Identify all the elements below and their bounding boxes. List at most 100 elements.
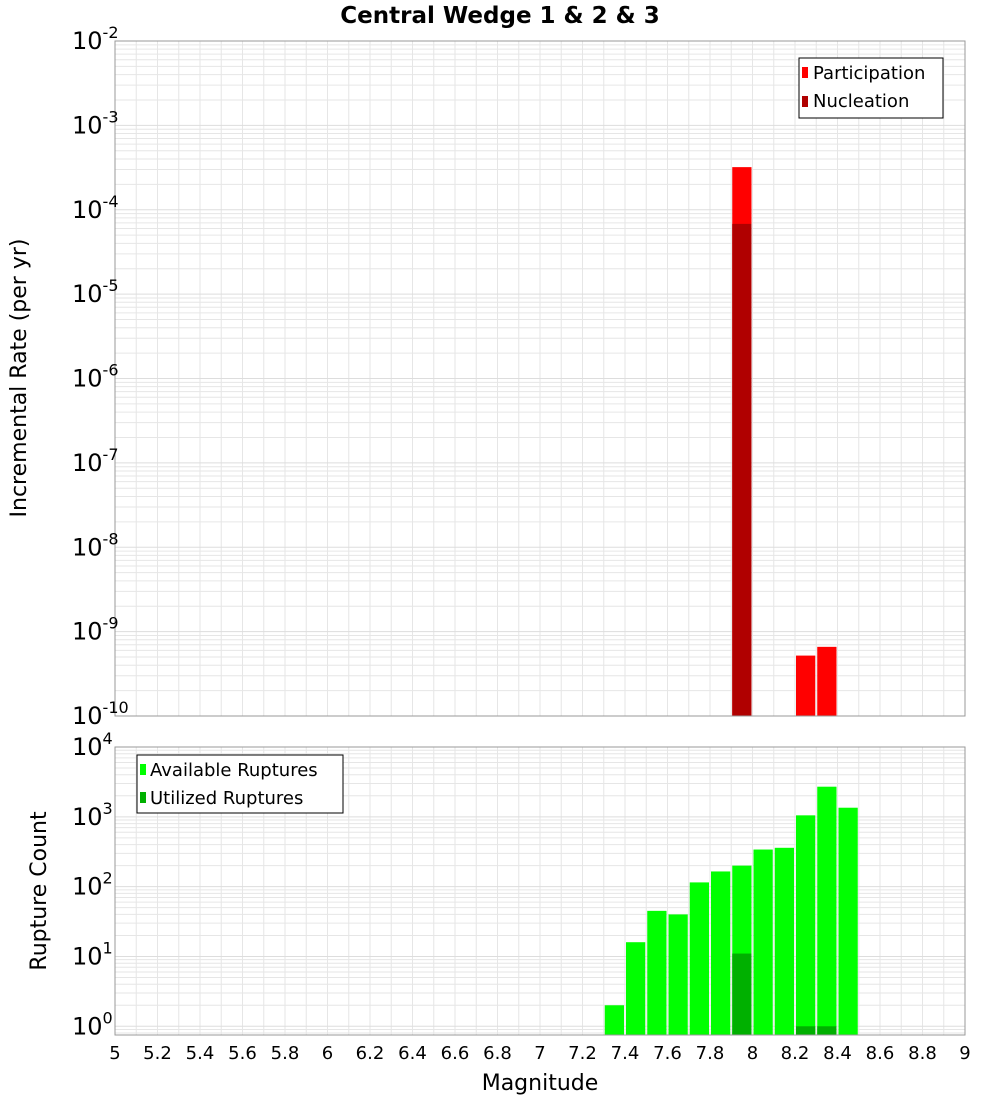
utilized-bar xyxy=(817,1026,837,1035)
rate-y-tick-base: 10 xyxy=(72,449,103,477)
available-legend-label: Available Ruptures xyxy=(150,760,318,781)
count-y-tick-base: 10 xyxy=(72,733,103,761)
rate-y-tick-exponent: -8 xyxy=(103,529,119,548)
x-axis-label: Magnitude xyxy=(482,1071,599,1096)
available-bar xyxy=(689,882,709,1035)
rate-y-ticks: 10-210-310-410-510-610-710-810-910-10 xyxy=(72,23,129,730)
count-y-tick-base: 10 xyxy=(72,873,103,901)
x-tick-label: 7.4 xyxy=(611,1043,640,1064)
nucleation-bar xyxy=(732,223,752,716)
x-tick-label: 8.8 xyxy=(908,1043,937,1064)
rate-y-tick-exponent: -2 xyxy=(103,23,119,42)
available-bar xyxy=(711,871,731,1035)
x-tick-label: 8.2 xyxy=(781,1043,810,1064)
rate-y-tick-exponent: -9 xyxy=(103,614,119,633)
count-y-tick-label: 100 xyxy=(72,1008,113,1040)
rate-y-tick-label: 10-7 xyxy=(72,445,119,477)
x-tick-label: 7 xyxy=(534,1043,545,1064)
rate-y-tick-label: 10-5 xyxy=(72,276,119,308)
rate-y-tick-label: 10-8 xyxy=(72,529,119,561)
available-bar xyxy=(753,849,773,1035)
x-tick-label: 9 xyxy=(959,1043,970,1064)
count-y-tick-base: 10 xyxy=(72,803,103,831)
rate-y-tick-base: 10 xyxy=(72,702,103,730)
rate-panel: 10-210-310-410-510-610-710-810-910-10 In… xyxy=(7,23,966,730)
count-y-axis-label: Rupture Count xyxy=(27,811,52,971)
x-tick-label: 7.6 xyxy=(653,1043,682,1064)
available-bar xyxy=(817,786,837,1035)
x-ticks: 5 5.2 5.4 5.6 5.8 6 6.2 6.4 6.6 6.8 7 7.2 7.4 7.6 7.8 8… xyxy=(109,1043,970,1064)
rate-legend: Participation Nucleation xyxy=(798,57,944,119)
rate-y-tick-exponent: -3 xyxy=(103,107,119,126)
count-y-tick-exponent: 2 xyxy=(103,869,113,888)
available-bar xyxy=(647,910,667,1035)
rate-y-tick-exponent: -5 xyxy=(103,276,119,295)
available-legend-swatch xyxy=(140,764,146,775)
count-bars xyxy=(604,786,858,1035)
x-tick-label: 6 xyxy=(322,1043,333,1064)
available-bar xyxy=(668,914,688,1035)
x-tick-label: 6.2 xyxy=(356,1043,385,1064)
rate-y-tick-base: 10 xyxy=(72,365,103,393)
chart-title: Central Wedge 1 & 2 & 3 xyxy=(340,3,659,29)
nucleation-legend-label: Nucleation xyxy=(813,91,909,112)
rate-y-tick-exponent: -7 xyxy=(103,445,119,464)
count-legend-box xyxy=(136,754,344,814)
x-tick-label: 7.8 xyxy=(696,1043,725,1064)
x-tick-label: 5.2 xyxy=(143,1043,172,1064)
rate-y-tick-label: 10-2 xyxy=(72,23,119,55)
rate-y-tick-label: 10-9 xyxy=(72,614,119,646)
x-tick-label: 5.6 xyxy=(228,1043,257,1064)
rate-y-tick-label: 10-3 xyxy=(72,107,119,139)
x-tick-label: 6.6 xyxy=(441,1043,470,1064)
rate-y-tick-base: 10 xyxy=(72,111,103,139)
available-bar xyxy=(626,942,646,1035)
available-bar xyxy=(604,1005,624,1035)
x-tick-label: 8.6 xyxy=(866,1043,895,1064)
utilized-legend-label: Utilized Ruptures xyxy=(150,788,303,809)
count-y-tick-exponent: 1 xyxy=(103,938,113,957)
x-tick-label: 5.4 xyxy=(186,1043,215,1064)
rate-bars xyxy=(732,167,837,716)
x-tick-label: 5.8 xyxy=(271,1043,300,1064)
utilized-bar xyxy=(732,953,752,1035)
rate-y-tick-base: 10 xyxy=(72,280,103,308)
x-tick-label: 6.4 xyxy=(398,1043,427,1064)
x-tick-label: 8 xyxy=(747,1043,758,1064)
rate-y-tick-exponent: -4 xyxy=(103,192,119,211)
rate-legend-box xyxy=(798,57,944,119)
utilized-legend-swatch xyxy=(140,792,146,803)
count-y-tick-exponent: 4 xyxy=(103,729,113,748)
rate-y-tick-exponent: -6 xyxy=(103,361,119,380)
count-y-tick-label: 101 xyxy=(72,938,113,970)
rate-plot-frame xyxy=(114,40,966,717)
x-tick-label: 7.2 xyxy=(568,1043,597,1064)
participation-bar xyxy=(796,655,816,716)
rate-y-tick-base: 10 xyxy=(72,27,103,55)
rate-y-tick-label: 10-10 xyxy=(72,698,129,730)
participation-legend-swatch xyxy=(802,67,808,78)
available-bar xyxy=(774,847,794,1035)
participation-bar xyxy=(817,646,837,716)
count-y-tick-base: 10 xyxy=(72,942,103,970)
count-y-tick-label: 102 xyxy=(72,869,113,901)
count-y-tick-base: 10 xyxy=(72,1012,103,1040)
x-tick-label: 5 xyxy=(109,1043,120,1064)
rate-y-tick-base: 10 xyxy=(72,533,103,561)
participation-legend-label: Participation xyxy=(813,63,925,84)
count-plot-frame xyxy=(114,746,966,1036)
rate-y-tick-exponent: -10 xyxy=(103,698,129,717)
rate-y-axis-label: Incremental Rate (per yr) xyxy=(7,239,32,518)
x-tick-label: 6.8 xyxy=(483,1043,512,1064)
count-y-tick-label: 104 xyxy=(72,729,113,761)
rate-y-tick-base: 10 xyxy=(72,196,103,224)
utilized-bar xyxy=(796,1026,816,1035)
count-legend: Available Ruptures Utilized Ruptures xyxy=(136,754,344,814)
nucleation-legend-swatch xyxy=(802,96,808,107)
rate-y-tick-base: 10 xyxy=(72,618,103,646)
count-y-tick-exponent: 0 xyxy=(103,1008,113,1027)
rate-y-tick-label: 10-4 xyxy=(72,192,119,224)
